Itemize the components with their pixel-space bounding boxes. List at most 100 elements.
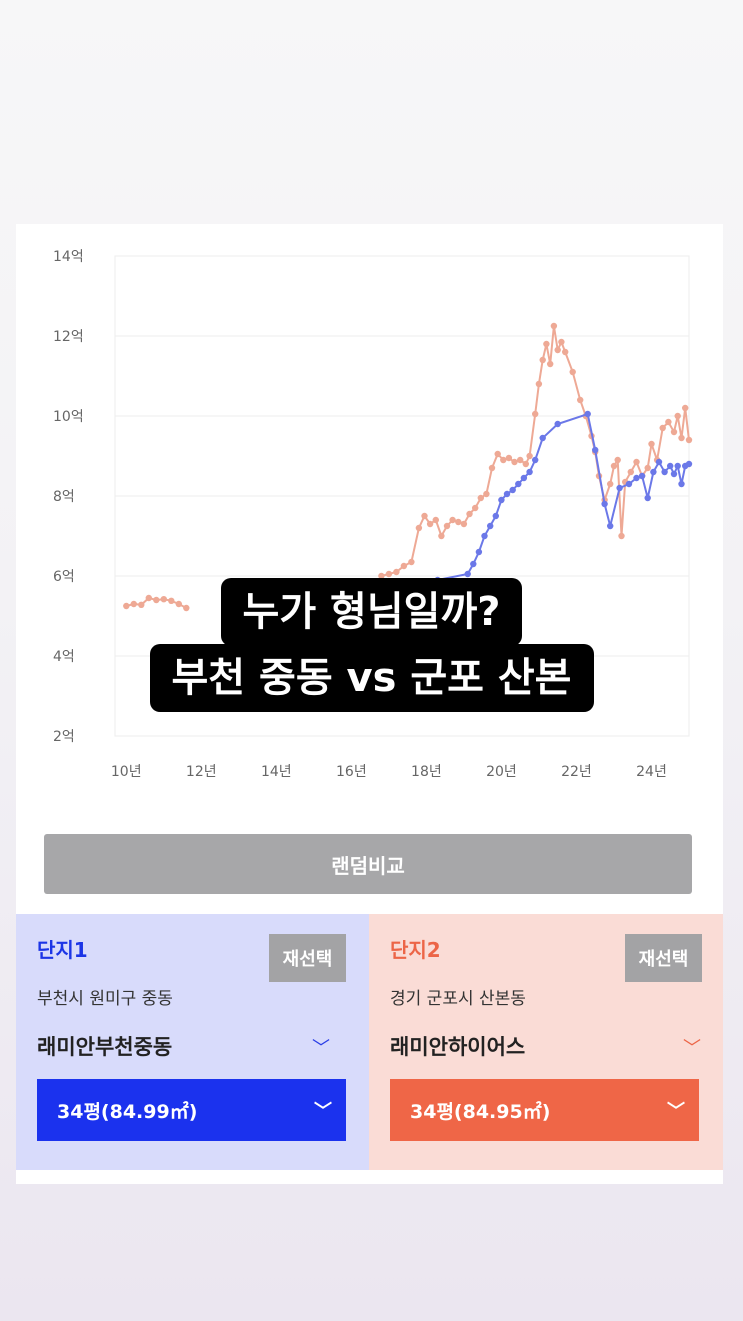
series-2-point xyxy=(655,458,663,466)
series-2-point xyxy=(509,486,516,494)
series-1-point xyxy=(610,462,618,470)
y-tick-label: 12억 xyxy=(53,329,84,345)
series-1-point xyxy=(511,458,518,466)
series-1-line xyxy=(381,325,690,577)
series-1-point xyxy=(547,360,554,368)
series-2-point xyxy=(526,468,533,476)
series-1-point xyxy=(472,504,479,512)
series-1-point xyxy=(153,596,160,604)
series-1-point xyxy=(543,340,550,348)
series-1-point xyxy=(378,572,385,580)
series-1-point xyxy=(494,450,501,458)
series-1-point xyxy=(665,418,672,426)
series-2-point xyxy=(616,484,623,492)
series-2-point xyxy=(539,434,546,442)
series-1-point xyxy=(400,562,408,570)
complex2-apartment-select[interactable]: 래미안하이어스 xyxy=(390,1035,526,1059)
series-1-point xyxy=(183,604,190,612)
complex1-panel: 단지1 재선택 부천시 원미구 중동 래미안부천중동 ﹀ 34평(84.99㎡)… xyxy=(16,914,369,1170)
series-1-point xyxy=(618,532,625,540)
x-tick-label: 12년 xyxy=(186,764,217,780)
series-1-point xyxy=(682,404,689,412)
series-1-point xyxy=(685,436,693,444)
series-2-point xyxy=(601,500,608,508)
series-1-point xyxy=(438,532,445,540)
series-1-point xyxy=(577,396,584,404)
x-tick-label: 24년 xyxy=(636,764,667,780)
series-1-point xyxy=(526,452,533,460)
y-tick-label: 6억 xyxy=(53,569,75,585)
complex1-size-value: 34평(84.99㎡) xyxy=(57,1100,198,1123)
series-2-point xyxy=(498,496,505,504)
complex2-reselect-button[interactable]: 재선택 xyxy=(625,934,702,982)
series-1-point xyxy=(558,338,565,346)
complex2-title: 단지2 xyxy=(390,938,441,962)
complex2-panel: 단지2 재선택 경기 군포시 산본동 래미안하이어스 ﹀ 34평(84.95㎡)… xyxy=(369,914,723,1170)
series-1-point xyxy=(460,520,468,528)
series-1-point xyxy=(145,594,152,602)
series-1-point xyxy=(426,520,434,528)
series-1-point xyxy=(554,346,561,354)
series-1-point xyxy=(539,356,546,364)
series-1-point xyxy=(421,512,428,520)
series-1-point xyxy=(633,458,640,466)
series-1-point xyxy=(477,494,484,502)
series-1-point xyxy=(385,570,393,578)
series-1-point xyxy=(569,368,576,376)
series-1-point xyxy=(522,460,529,468)
y-tick-label: 8억 xyxy=(53,489,75,505)
series-2-point xyxy=(503,490,511,498)
complex1-reselect-button[interactable]: 재선택 xyxy=(269,934,346,982)
series-2-point xyxy=(685,460,693,468)
series-1-point xyxy=(466,510,473,518)
complex1-apartment-select[interactable]: 래미안부천중동 xyxy=(37,1035,173,1059)
y-tick-label: 2억 xyxy=(53,729,75,745)
series-2-point xyxy=(638,472,646,480)
complex1-location: 부천시 원미구 중동 xyxy=(37,989,173,1009)
series-1-point xyxy=(674,412,681,420)
y-tick-label: 10억 xyxy=(53,409,84,425)
series-1-point xyxy=(432,516,439,524)
series-1-point xyxy=(175,600,182,608)
series-2-point xyxy=(674,462,681,470)
chevron-down-icon[interactable]: ﹀ xyxy=(683,1038,701,1059)
chart-card: 2억 4억 6억 8억 10억 12억 14억 10년 12년 14년 16년 18년 20년 22년 24… xyxy=(16,224,723,1184)
series-1-point xyxy=(130,600,137,608)
series-1-point xyxy=(517,456,524,464)
overlay-caption-line1: 누가 형님일까? xyxy=(0,578,743,646)
chevron-down-icon[interactable]: ﹀ xyxy=(312,1038,330,1059)
series-1-point xyxy=(532,410,539,418)
complex2-size-select[interactable]: 34평(84.95㎡) ﹀ xyxy=(390,1079,699,1141)
y-tick-label: 4억 xyxy=(53,649,75,665)
series-2-point xyxy=(554,420,561,428)
series-2-point xyxy=(520,474,528,482)
series-2-point xyxy=(607,522,614,530)
complex2-size-value: 34평(84.95㎡) xyxy=(410,1100,551,1123)
complex1-title: 단지1 xyxy=(37,938,88,962)
series-2-point xyxy=(625,480,633,488)
series-1-point xyxy=(505,454,513,462)
series-2-point xyxy=(584,410,591,418)
series-2-point xyxy=(464,570,471,578)
series-2-point xyxy=(592,446,599,454)
series-1-point xyxy=(408,558,415,566)
x-tick-label: 16년 xyxy=(336,764,367,780)
series-2-point xyxy=(532,456,539,464)
series-1-point xyxy=(607,480,614,488)
series-1-point xyxy=(483,490,490,498)
series-1-point xyxy=(644,464,651,472)
complex1-size-select[interactable]: 34평(84.99㎡) ﹀ xyxy=(37,1079,346,1141)
series-1-point xyxy=(123,602,130,610)
series-1-point xyxy=(562,348,569,356)
series-1-point xyxy=(535,380,543,388)
complex2-location: 경기 군포시 산본동 xyxy=(390,989,526,1009)
series-1-point xyxy=(415,524,423,532)
random-compare-button[interactable]: 랜덤비교 xyxy=(44,834,692,894)
series-1-point xyxy=(138,601,145,608)
series-1-point xyxy=(488,464,496,472)
series-1-point xyxy=(168,597,175,604)
chevron-down-icon: ﹀ xyxy=(667,1101,685,1122)
series-2-point xyxy=(492,512,499,520)
series-2-point xyxy=(633,474,640,482)
price-chart: 2억 4억 6억 8억 10억 12억 14억 10년 12년 14년 16년 18년 20년 22년 24… xyxy=(53,249,693,780)
